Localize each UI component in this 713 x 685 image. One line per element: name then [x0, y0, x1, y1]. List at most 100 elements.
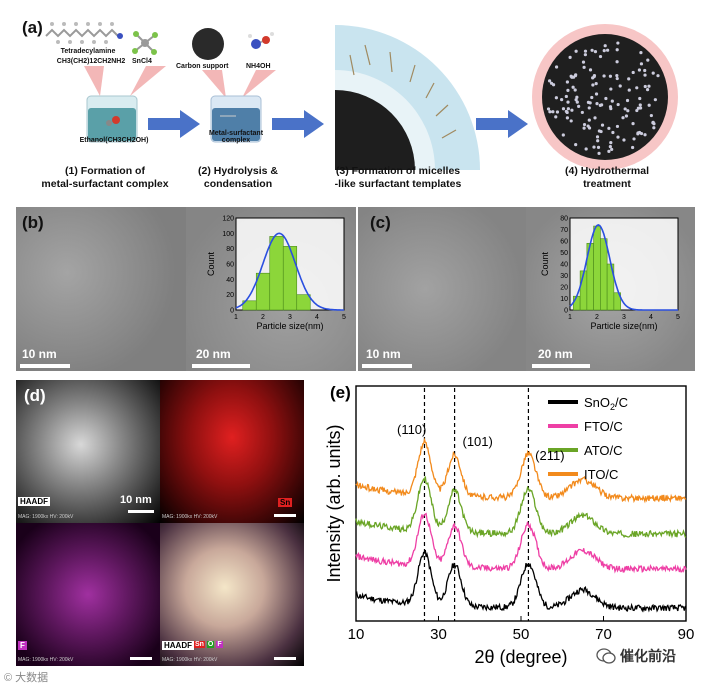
nanoparticle-dot	[592, 145, 596, 149]
nanoparticle-dot	[584, 147, 588, 151]
panel-b-scale-left-label: 10 nm	[22, 347, 57, 361]
y-tick-label: 70	[560, 227, 568, 234]
y-tick-label: 100	[222, 231, 234, 238]
nanoparticle-dot	[639, 62, 644, 66]
y-tick-label: 20	[226, 292, 234, 299]
nanoparticle-dot	[581, 60, 586, 64]
legend-f: F	[216, 641, 223, 648]
nanoparticle-dot	[591, 83, 595, 87]
x-tick-label: 70	[595, 626, 612, 643]
beaker-1-icon	[86, 95, 138, 143]
xrd-series-line	[355, 437, 687, 504]
x-tick-label: 10	[348, 626, 365, 643]
nanoparticle-dot	[616, 135, 620, 139]
nanoparticle-dot	[549, 81, 554, 85]
nanoparticle-dot	[651, 120, 655, 124]
nanoparticle-dot	[582, 65, 586, 69]
nanoparticle-dot	[574, 98, 578, 102]
nanoparticle-dot	[608, 74, 613, 78]
nanoparticle-dot	[638, 96, 642, 101]
sncl4-label: SnCl4	[132, 58, 152, 65]
nanoparticle-dot	[643, 84, 647, 89]
y-tick-label: 30	[560, 273, 568, 280]
nanoparticle-dot	[554, 115, 558, 119]
nanoparticle-dot	[631, 145, 635, 150]
panel-b-histogram: 1 2 3 4 5 0 20 40 60 80 100 120 Particle size(nm) Cou…	[206, 216, 346, 332]
nanoparticle-dot	[554, 96, 558, 100]
nanoparticle-dot	[590, 95, 594, 100]
nanoparticle-dot	[631, 121, 635, 126]
nanoparticle-dot	[621, 116, 625, 120]
nanoparticle-dot	[627, 88, 631, 92]
y-axis-label: Intensity (arb. units)	[324, 424, 344, 582]
y-axis-label: Count	[206, 252, 216, 277]
nanoparticle-dot	[586, 124, 590, 128]
nanoparticle-dot	[623, 107, 627, 111]
x-tick-label: 3	[288, 314, 292, 321]
histogram-bar	[593, 225, 601, 311]
f-scale-bar	[130, 657, 152, 660]
panel-e-xrd-chart: 10 30 50 70 90 SnO2/C FTO/C ATO/C ITO/C (110) (101…	[324, 383, 695, 667]
nanoparticle-dot	[561, 133, 565, 137]
panel-d-scale-label: 10 nm	[120, 494, 152, 506]
nanoparticle-dot	[570, 108, 574, 112]
amine-name: Tetradecylamine	[60, 48, 116, 55]
step-3-label: (3) Formation of micelles -like surfactan…	[334, 165, 462, 190]
nanoparticle-dot	[565, 80, 569, 84]
nanoparticle-dot	[615, 60, 619, 64]
legend-label: FTO/C	[584, 419, 623, 434]
process-arrow-1	[148, 110, 200, 138]
y-tick-label: 120	[222, 216, 234, 223]
legend-label: ITO/C	[584, 467, 618, 482]
nanoparticle-dot	[600, 123, 605, 127]
y-axis-label: Count	[540, 252, 550, 277]
y-tick-label: 80	[226, 246, 234, 253]
histogram-bar	[269, 236, 284, 311]
nanoparticle-dot	[595, 102, 599, 106]
nanoparticle-dot	[555, 110, 560, 114]
panel-b-scale-right-bar	[192, 364, 250, 368]
panel-e-letter: (e)	[330, 383, 351, 402]
reagent-arrows-2	[202, 70, 276, 98]
nanoparticle-dot	[651, 71, 655, 75]
micelle-template-illustration	[335, 25, 480, 170]
nanoparticle-dot	[593, 50, 598, 54]
nanoparticle-dot	[594, 81, 598, 86]
nanoparticle-dot	[583, 49, 588, 53]
nanoparticle-dot	[643, 133, 647, 137]
nanoparticle-dot	[609, 140, 613, 145]
nanoparticle-dot	[635, 108, 639, 113]
nanoparticle-dot	[588, 101, 592, 105]
nanoparticle-dot	[636, 131, 640, 135]
y-tick-label: 0	[564, 308, 568, 315]
nanoparticle-dot	[635, 86, 639, 90]
nanoparticle-dot	[587, 118, 591, 122]
sn-label: Sn	[278, 498, 293, 507]
x-axis-label: 2θ (degree)	[474, 647, 567, 667]
nanoparticle-dot	[643, 68, 647, 73]
legend-label: SnO2/C	[584, 395, 628, 412]
panel-c-tem-left: (c) 10 nm	[358, 207, 526, 371]
step-2-label: (2) Hydrolysis & condensation	[198, 165, 278, 190]
beaker-2-label: Metal-surfactant complex	[208, 130, 264, 144]
nanoparticle-dot	[593, 116, 597, 120]
nanoparticle-dot	[625, 98, 630, 103]
nanoparticle-dot	[639, 51, 643, 55]
x-tick-label: 90	[678, 626, 695, 643]
nanoparticle-dot	[590, 48, 594, 52]
panel-c-scale-left-bar	[362, 364, 412, 368]
nanoparticle-dot	[554, 65, 559, 69]
y-tick-label: 80	[560, 216, 568, 223]
nanoparticle-dot	[645, 88, 650, 92]
peak-label-211: (211)	[535, 448, 564, 463]
panel-c-scale-right-bar	[532, 364, 590, 368]
peak-label-101: (101)	[463, 434, 493, 449]
x-tick-label: 4	[649, 314, 653, 321]
nanoparticle-dot	[575, 95, 579, 99]
nanoparticle-dot	[548, 110, 552, 114]
nanoparticle-dot	[546, 107, 551, 111]
watermark-left: © 大数据	[4, 672, 49, 684]
nanoparticle-dot	[591, 76, 595, 80]
x-tick-label: 2	[261, 314, 265, 321]
nanoparticle-dot	[602, 48, 606, 53]
